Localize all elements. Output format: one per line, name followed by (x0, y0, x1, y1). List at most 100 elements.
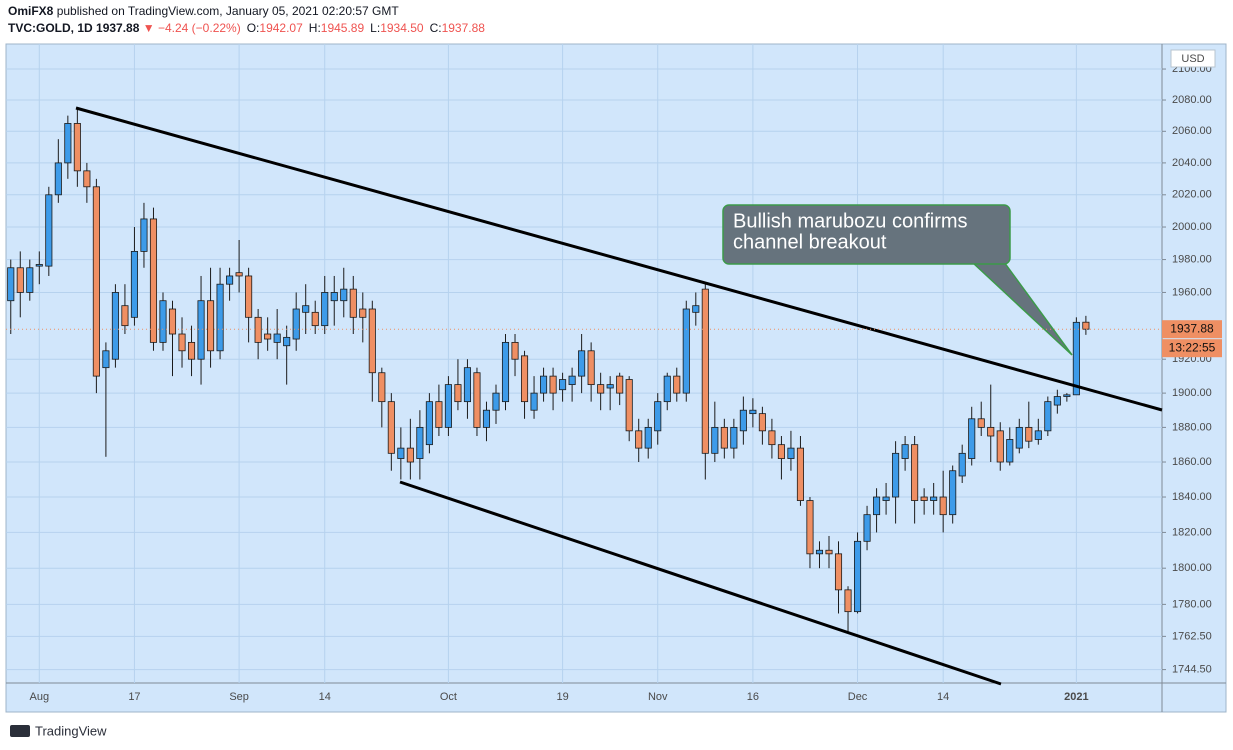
ohlc-value: 1937.88 (442, 21, 486, 35)
candle-body (977, 418, 985, 428)
candle-body (130, 251, 138, 318)
candle-body (111, 292, 119, 360)
candles (7, 107, 1090, 632)
candle-body (701, 288, 709, 454)
candle-body (302, 305, 310, 313)
ohlc-key: O: (247, 21, 260, 35)
upper-trendline (75, 106, 1163, 412)
y-tick-label: 1960.00 (1172, 286, 1212, 298)
change: −4.24 (−0.22%) (158, 21, 241, 35)
candle-body (853, 540, 862, 613)
y-tick-label: 2080.00 (1172, 94, 1212, 106)
candle-body (1072, 321, 1080, 396)
candle-body (987, 426, 995, 437)
annotation-line: Bullish marubozu confirms (733, 210, 968, 232)
candle-body (1082, 321, 1090, 330)
candle-body (216, 283, 224, 352)
ohlc-value: 1942.07 (259, 21, 303, 35)
callout-box (722, 204, 1011, 265)
x-tick-label: 17 (128, 691, 140, 703)
candle-body (654, 401, 662, 432)
candle-body (673, 375, 681, 394)
candle-body (815, 549, 824, 555)
candle-body (273, 333, 281, 343)
candle-body (530, 392, 538, 411)
ohlc-value: 1934.50 (380, 21, 424, 35)
candle-body (264, 333, 272, 340)
callout: Bullish marubozu confirms channel breako… (722, 204, 1073, 356)
candle-body (777, 444, 785, 459)
x-tick-label: Dec (848, 691, 868, 703)
y-tick-label: 1800.00 (1172, 562, 1212, 574)
candle-body (968, 418, 976, 459)
candle-body (635, 430, 643, 449)
candle-body (768, 430, 776, 446)
candle-body (1034, 430, 1042, 440)
candle-body (597, 384, 605, 394)
candle-body (1044, 401, 1052, 432)
candle-body (930, 496, 938, 501)
candle-body (64, 123, 72, 164)
symbol: TVC:GOLD, 1D (8, 21, 93, 35)
candle-body (863, 514, 871, 542)
y-tick-label: 2060.00 (1172, 125, 1212, 137)
y-tick-label: 2040.00 (1172, 157, 1212, 169)
x-tick-label: 19 (556, 691, 568, 703)
candle-body (121, 305, 129, 327)
candle-body (292, 308, 300, 340)
candle-body (644, 426, 652, 449)
candle-body (606, 384, 614, 389)
candle-body (663, 375, 671, 403)
candle-body (758, 413, 766, 432)
candle-body (83, 170, 91, 188)
candle-body (149, 218, 158, 343)
candle-body (26, 267, 34, 293)
candle-body (283, 336, 291, 347)
candle-body (168, 308, 177, 335)
candle-body (901, 444, 909, 459)
candle-body (406, 447, 414, 463)
candle-body (501, 341, 510, 403)
candle-body (254, 316, 262, 343)
candle-body (359, 308, 367, 318)
candle-body (720, 426, 728, 449)
candle-body (939, 496, 947, 516)
ohlc-value: 1945.89 (321, 21, 365, 35)
candle-body (549, 375, 557, 394)
candle-body (873, 496, 881, 516)
annotation-line: channel breakout (733, 231, 887, 253)
candle-body (492, 392, 500, 411)
candle-body (454, 384, 462, 403)
candle-body (54, 162, 62, 196)
currency-label: USD (1181, 53, 1204, 65)
logo-icon (10, 725, 30, 737)
ohlc-key: L: (370, 21, 380, 35)
candle-body (834, 553, 843, 591)
ohlc-key: H: (309, 21, 321, 35)
candle-body (1063, 394, 1071, 397)
candle-body (540, 375, 548, 394)
lower-trendline (399, 480, 1002, 686)
candle-body (996, 430, 1004, 463)
callout-joint (970, 258, 1006, 263)
y-tick-label: 1860.00 (1172, 456, 1212, 468)
candle-body (520, 355, 529, 403)
x-tick-label: 2021 (1064, 691, 1088, 703)
symbol-line: TVC:GOLD, 1D 1937.88 ▼ −4.24 (−0.22%) O:1… (8, 21, 485, 35)
candle-body (197, 300, 205, 360)
x-tick-label: 14 (319, 691, 331, 703)
brand: TradingView (35, 723, 107, 738)
candle-body (825, 549, 833, 555)
y-tick-label: 1762.50 (1172, 630, 1212, 642)
x-tick-label: Sep (229, 691, 249, 703)
candle-body (311, 311, 319, 327)
candle-body (616, 375, 624, 394)
y-tick-label: 2000.00 (1172, 221, 1212, 233)
candle-body (92, 186, 100, 377)
candle-body (787, 447, 795, 459)
x-tick-label: Nov (648, 691, 668, 703)
candle-body (1053, 396, 1061, 406)
candle-body (1015, 426, 1023, 449)
y-tick-label: 1980.00 (1172, 253, 1212, 265)
countdown-box (1162, 339, 1222, 358)
